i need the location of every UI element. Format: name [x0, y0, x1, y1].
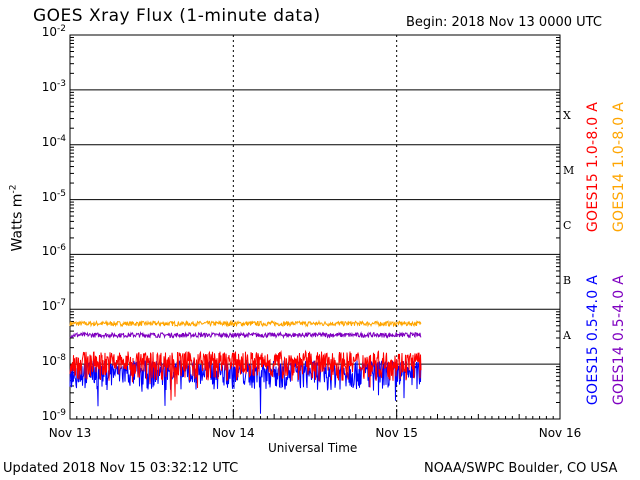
decade-grid: [70, 35, 560, 419]
credit-text: NOAA/SWPC Boulder, CO USA: [424, 461, 618, 476]
y-tick-label: 10-6: [41, 243, 66, 259]
y-tick-label: 10-5: [41, 188, 66, 204]
y-tick-label: 10-4: [41, 133, 66, 149]
x-tick-label: Nov 13: [48, 426, 92, 440]
flare-class-label: X: [563, 109, 571, 123]
series-group: [69, 319, 422, 414]
series-line: [69, 349, 422, 401]
y-tick-label: 10-9: [41, 408, 66, 423]
x-tick-label: Nov 14: [212, 426, 255, 440]
flare-class-label: B: [563, 273, 572, 287]
legend-entry: GOES15 0.5-4.0 A: [585, 274, 601, 406]
y-axis-label: Watts m-2: [8, 184, 26, 252]
x-axis-label: Universal Time: [268, 441, 358, 455]
flare-class-label: M: [563, 164, 575, 178]
y-tick-label: 10-2: [41, 24, 66, 39]
legend-entry: GOES14 1.0-8.0 A: [611, 101, 627, 233]
y-tick-label: 10-7: [41, 298, 66, 314]
flare-class-label: A: [563, 328, 571, 342]
y-tick-label: 10-8: [41, 353, 66, 369]
chart-title: GOES Xray Flux (1-minute data): [33, 6, 321, 26]
x-tick-label: Nov 15: [375, 426, 418, 440]
series-line: [69, 319, 422, 328]
series-line: [69, 331, 422, 340]
begin-time: Begin: 2018 Nov 13 0000 UTC: [406, 15, 602, 30]
legend-entry: GOES15 1.0-8.0 A: [585, 101, 601, 233]
legend-entry: GOES14 0.5-4.0 A: [611, 274, 627, 406]
x-tick-label: Nov 16: [538, 426, 582, 440]
y-tick-label: 10-3: [41, 78, 66, 94]
flare-class-label: C: [563, 219, 572, 232]
updated-timestamp: Updated 2018 Nov 15 03:32:12 UTC: [3, 461, 239, 476]
